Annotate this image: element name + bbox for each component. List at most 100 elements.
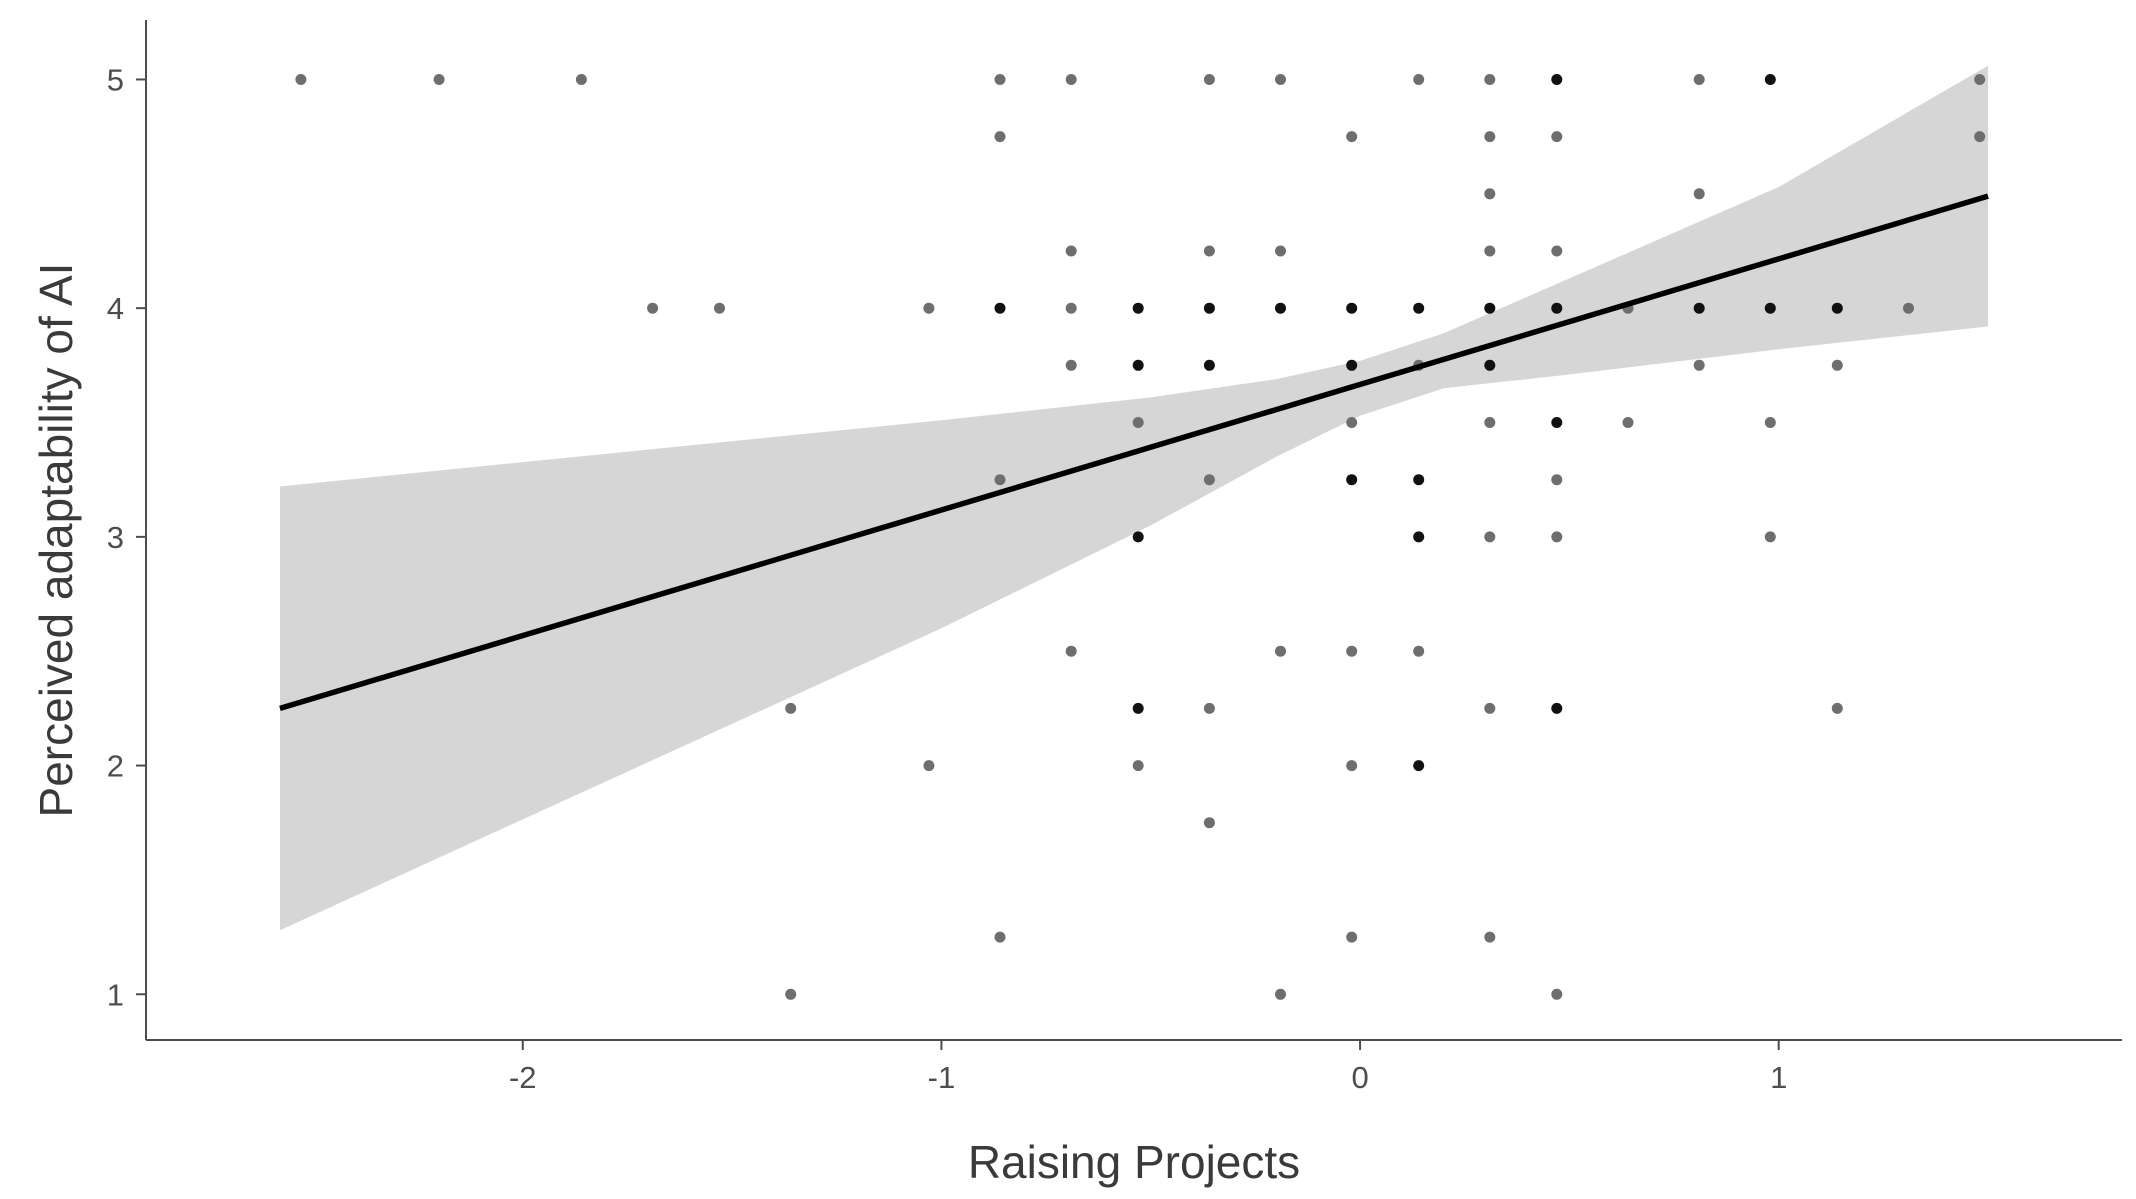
x-axis-title: Raising Projects — [968, 1136, 1300, 1188]
data-point — [1551, 702, 1563, 714]
y-tick-label: 4 — [107, 291, 124, 326]
data-point — [1275, 988, 1286, 1000]
data-point — [1551, 531, 1563, 543]
confidence-band-layer — [280, 65, 1988, 931]
data-point — [1413, 302, 1425, 314]
data-point — [1413, 645, 1425, 657]
data-point — [1484, 359, 1496, 371]
data-point — [1203, 359, 1215, 371]
data-point — [1484, 131, 1496, 143]
data-point — [1764, 417, 1776, 428]
y-tick-label: 2 — [107, 749, 124, 784]
data-point — [1346, 359, 1358, 371]
data-point — [1346, 645, 1358, 657]
data-point — [1693, 74, 1705, 85]
fit-line-layer — [279, 193, 1989, 712]
data-point — [295, 74, 307, 85]
data-point — [1132, 760, 1144, 772]
data-point — [1346, 417, 1358, 428]
data-point — [1622, 417, 1634, 428]
data-point — [1551, 988, 1563, 1000]
data-point — [1275, 645, 1286, 657]
data-point — [1132, 702, 1144, 714]
data-point — [1484, 417, 1496, 428]
data-point — [1831, 302, 1843, 314]
data-point — [1346, 474, 1358, 486]
data-point — [1275, 74, 1286, 85]
data-point — [1065, 245, 1077, 257]
data-point — [1693, 302, 1705, 314]
data-point — [1484, 702, 1496, 714]
data-point — [1132, 417, 1144, 428]
data-point — [1413, 531, 1425, 543]
data-point — [1551, 131, 1563, 143]
data-point — [1484, 931, 1496, 943]
data-point — [1065, 645, 1077, 657]
data-point — [1903, 302, 1914, 314]
data-point — [1203, 817, 1215, 829]
data-point — [1764, 74, 1776, 85]
data-point — [1203, 74, 1215, 85]
data-point — [1693, 359, 1705, 371]
data-point — [1275, 302, 1286, 314]
data-point — [1484, 245, 1496, 257]
data-point — [1132, 359, 1144, 371]
data-point — [1551, 74, 1563, 85]
axes-layer — [145, 20, 2122, 1041]
data-point — [1065, 74, 1077, 85]
data-point — [785, 702, 797, 714]
confidence-band — [280, 65, 1988, 931]
data-point — [1413, 74, 1425, 85]
data-point — [1693, 188, 1705, 200]
data-point — [994, 302, 1006, 314]
x-tick-label: 1 — [1770, 1060, 1787, 1095]
data-point — [1484, 188, 1496, 200]
data-point — [575, 74, 587, 85]
data-point — [1346, 931, 1358, 943]
data-point — [1484, 302, 1496, 314]
data-point — [1132, 302, 1144, 314]
data-point — [1484, 74, 1496, 85]
data-point — [994, 931, 1006, 943]
data-point — [923, 302, 935, 314]
data-point — [1203, 702, 1215, 714]
data-point — [1764, 531, 1776, 543]
y-axis-title: Perceived adaptability of AI — [30, 263, 82, 818]
data-point — [1831, 359, 1843, 371]
data-point — [1346, 760, 1358, 772]
data-point — [1831, 702, 1843, 714]
data-point — [1551, 417, 1563, 428]
y-tick-label: 3 — [107, 520, 124, 555]
x-ticks-layer: -2 -1 0 1 — [509, 1040, 1787, 1095]
data-point — [1065, 302, 1077, 314]
data-point — [1132, 531, 1144, 543]
data-point — [1346, 302, 1358, 314]
data-point — [1275, 245, 1286, 257]
data-point — [1203, 245, 1215, 257]
regression-line — [279, 193, 1989, 712]
y-ticks-layer: 1 2 3 4 5 — [107, 62, 146, 1012]
data-point — [1203, 302, 1215, 314]
data-point — [994, 474, 1006, 486]
data-point — [1974, 131, 1986, 143]
data-point — [1484, 531, 1496, 543]
data-point — [1413, 760, 1425, 772]
data-point — [1551, 474, 1563, 486]
data-point — [1065, 359, 1077, 371]
data-point — [1413, 474, 1425, 486]
x-tick-label: -2 — [509, 1060, 537, 1095]
data-points-layer — [295, 74, 1986, 1000]
data-point — [994, 74, 1006, 85]
data-point — [923, 760, 935, 772]
data-point — [1974, 74, 1986, 85]
data-point — [1203, 474, 1215, 486]
data-point — [994, 131, 1006, 143]
data-point — [433, 74, 445, 85]
y-tick-label: 5 — [107, 62, 124, 97]
y-tick-label: 1 — [107, 977, 124, 1012]
data-point — [1764, 302, 1776, 314]
data-point — [1346, 131, 1358, 143]
x-tick-label: -1 — [928, 1060, 956, 1095]
